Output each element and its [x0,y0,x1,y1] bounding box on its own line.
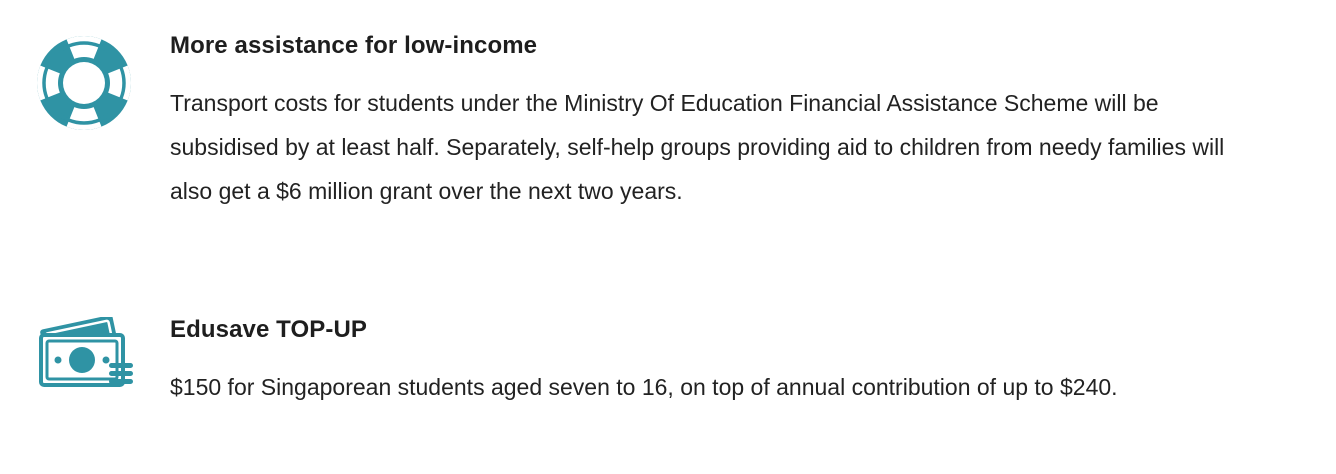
section-body: $150 for Singaporean students aged seven… [170,374,1118,400]
money-stack-icon [39,317,133,387]
section-body: Transport costs for students under the M… [170,90,1225,204]
section-title: Edusave TOP-UP [170,316,368,343]
lifebuoy-icon [37,36,131,130]
section-title: More assistance for low-income [170,32,538,59]
